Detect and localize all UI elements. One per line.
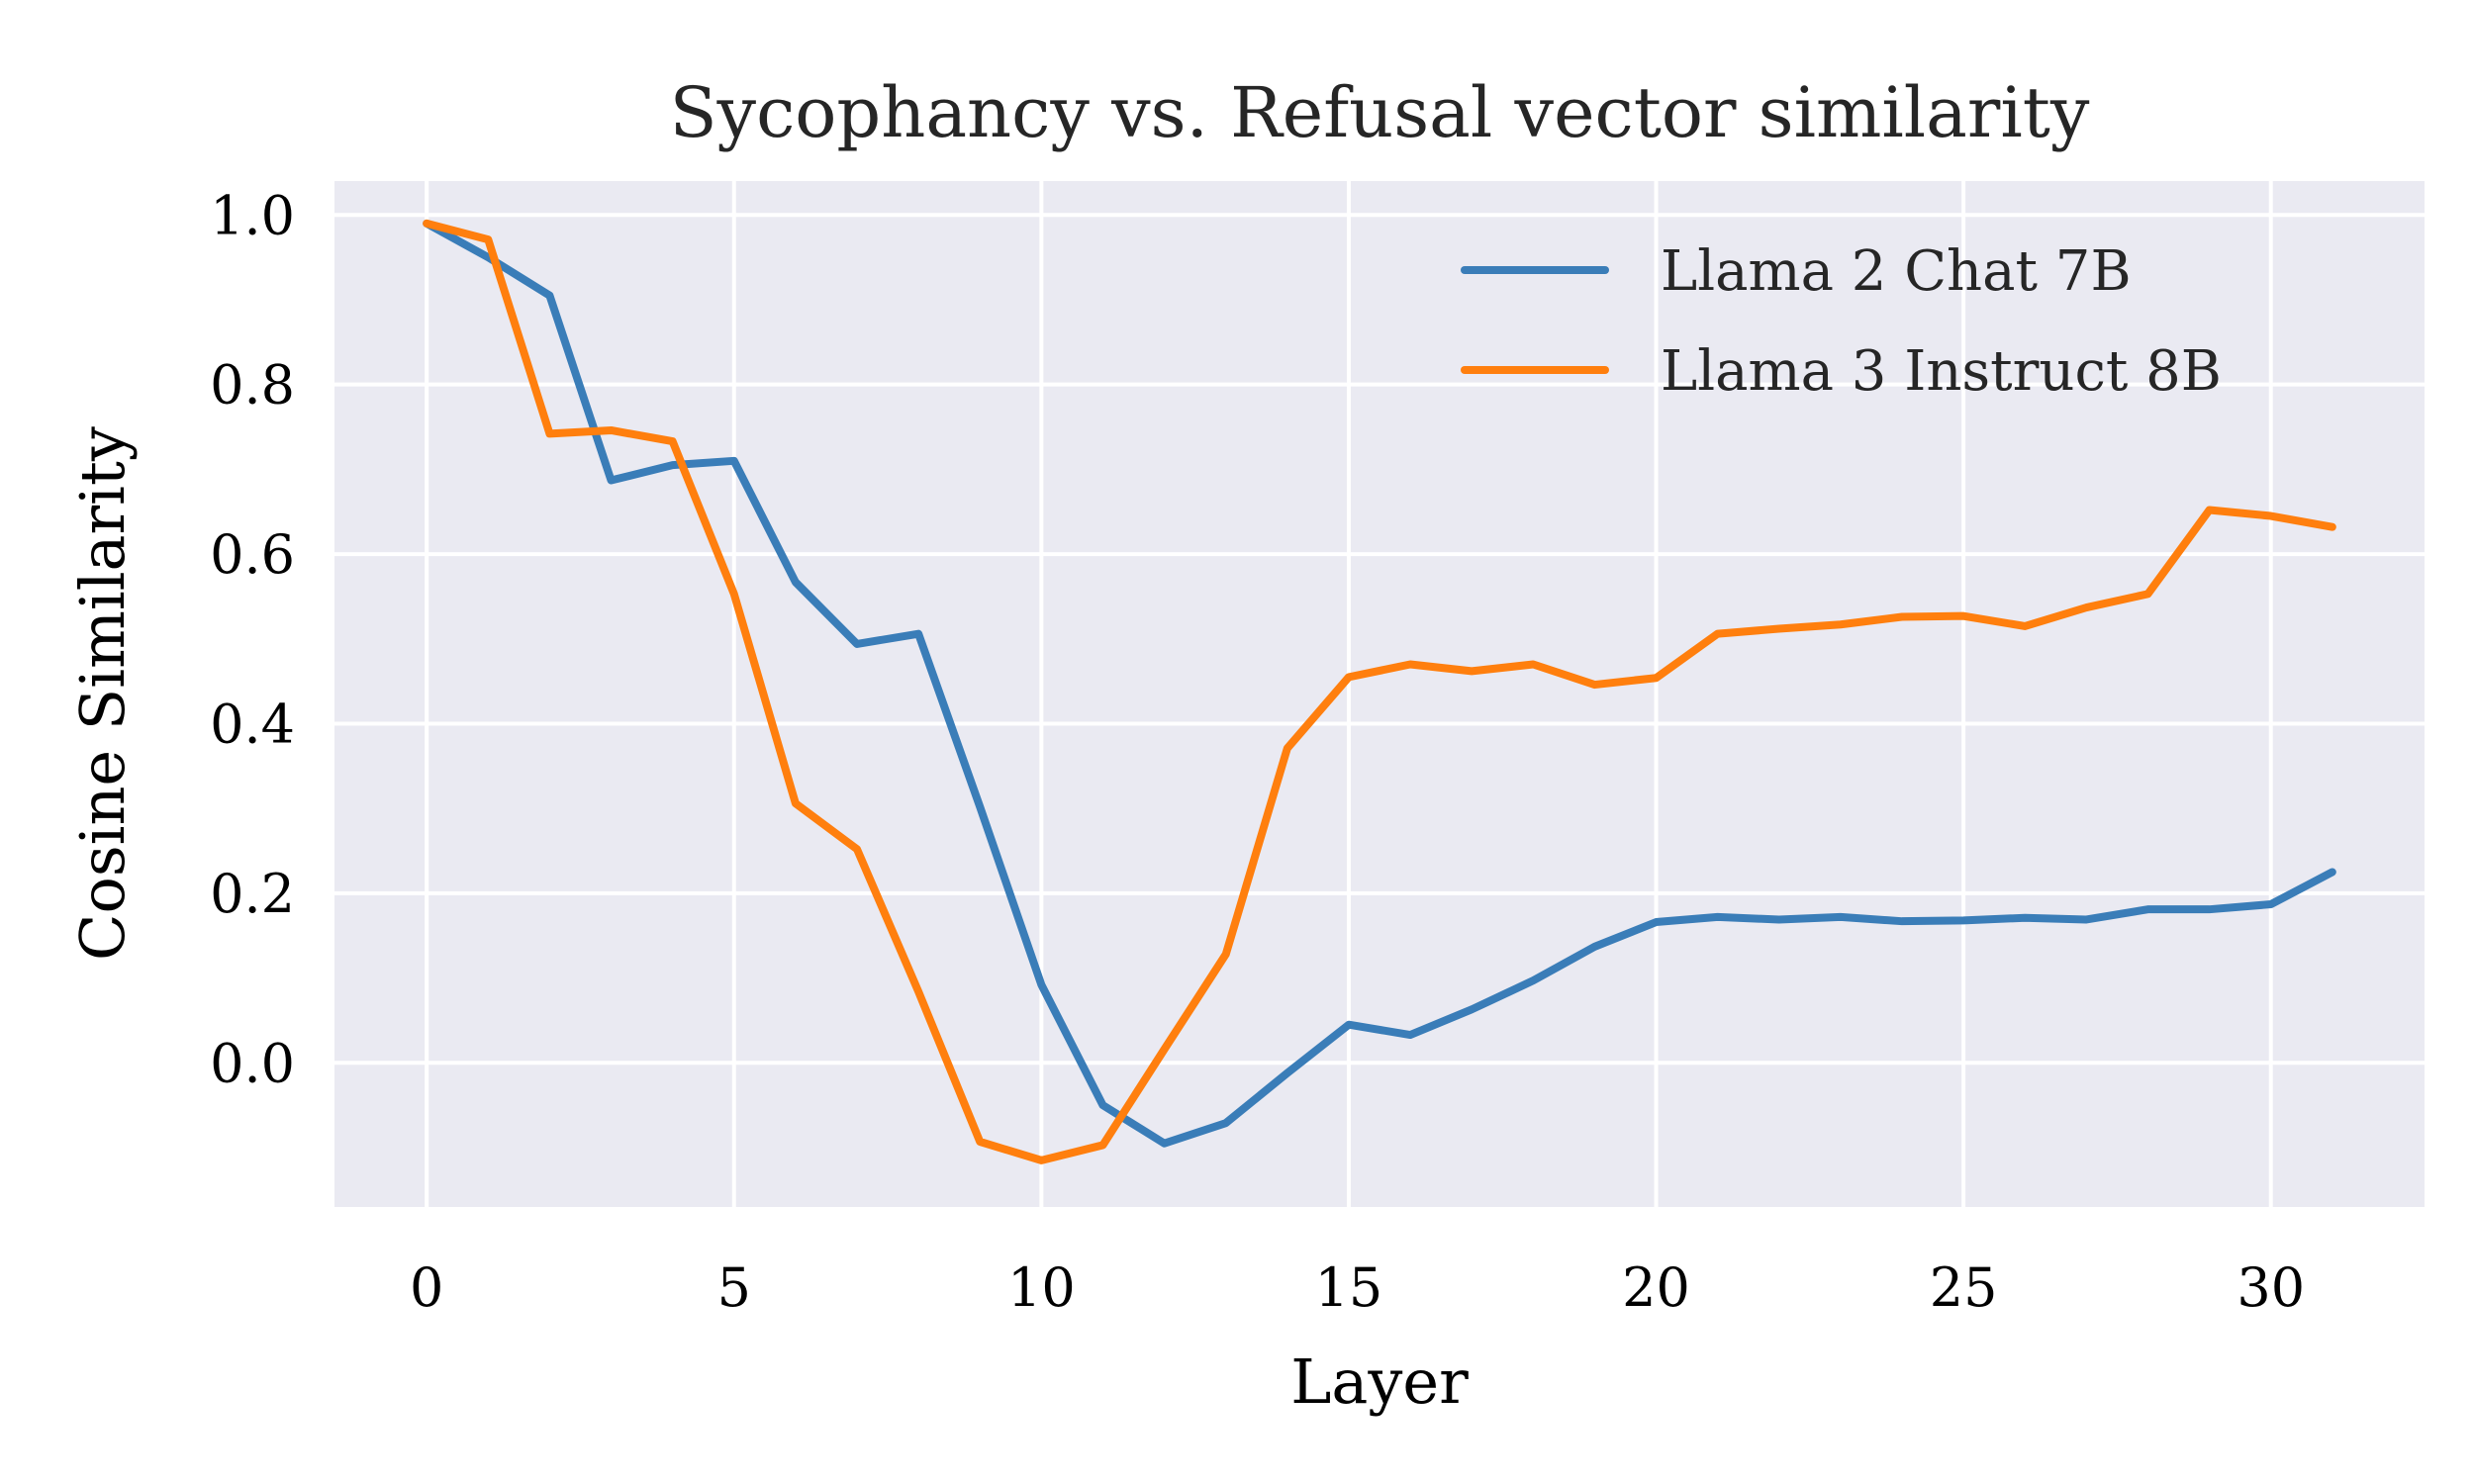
y-axis-label: Cosine Similarity xyxy=(66,426,139,961)
x-grid xyxy=(425,181,2273,1207)
legend-label-llama-3-instruct-8b: Llama 3 Instruct 8B xyxy=(1661,339,2222,404)
y-tick-label-4: 0.8 xyxy=(210,354,295,417)
x-tick-label-30: 30 xyxy=(2236,1256,2305,1319)
x-tick-label-5: 5 xyxy=(717,1256,751,1319)
x-axis-label: Layer xyxy=(1290,1345,1469,1418)
series-line-llama-2-chat-7b xyxy=(423,219,2336,1148)
y-tick-label-5: 1.0 xyxy=(210,184,295,246)
x-tick-label-20: 20 xyxy=(1622,1256,1690,1319)
legend: Llama 2 Chat 7B Llama 3 Instruct 8B xyxy=(1461,239,2222,404)
series-lines xyxy=(423,219,2336,1164)
y-tick-label-0: 0.0 xyxy=(210,1032,295,1094)
series-line-llama-3-instruct-8b xyxy=(423,219,2336,1164)
plot-background xyxy=(334,181,2425,1207)
chart-title: Sycophancy vs. Refusal vector similarity xyxy=(670,72,2090,153)
y-tick-label-3: 0.6 xyxy=(210,523,295,586)
y-tick-label-2: 0.4 xyxy=(210,693,295,755)
y-tick-label-1: 0.2 xyxy=(210,863,295,925)
x-tick-label-15: 15 xyxy=(1315,1256,1383,1319)
x-tick-label-0: 0 xyxy=(410,1256,443,1319)
y-grid xyxy=(334,213,2425,1066)
y-tick-labels: 0.0 0.2 0.4 0.6 0.8 1.0 xyxy=(210,184,295,1094)
x-tick-labels: 0 5 10 15 20 25 30 xyxy=(410,1256,2305,1319)
x-tick-label-25: 25 xyxy=(1930,1256,1998,1319)
legend-label-llama-2-chat-7b: Llama 2 Chat 7B xyxy=(1661,239,2132,304)
x-tick-label-10: 10 xyxy=(1007,1256,1076,1319)
